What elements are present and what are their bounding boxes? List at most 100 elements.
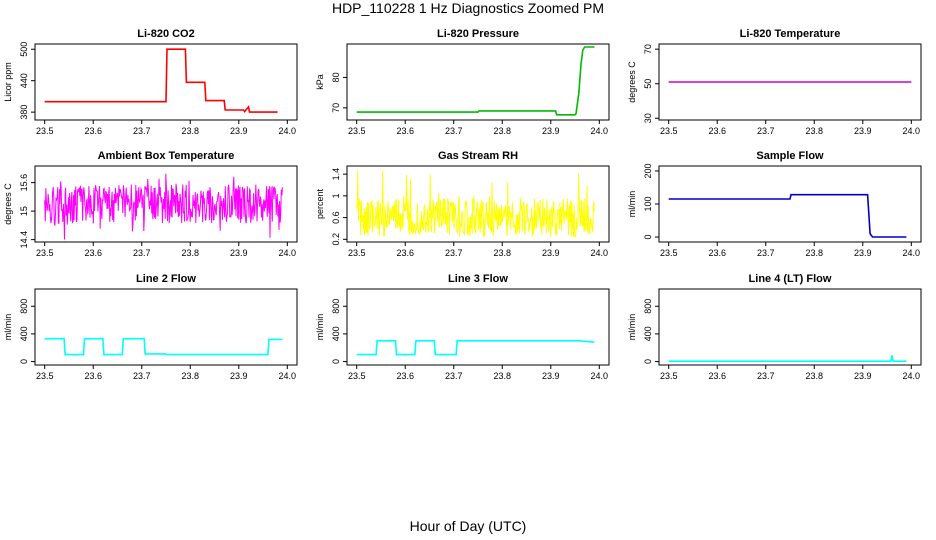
- panel-title-line-4-lt-flow: Line 4 (LT) Flow: [749, 273, 832, 285]
- y-tick-label-line-3-flow: 400: [331, 326, 341, 341]
- x-tick-label-ambient-box-temperature: 23.7: [133, 248, 151, 258]
- y-tick-label-li-820-pressure: 70: [331, 103, 341, 113]
- x-tick-label-sample-flow: 24.0: [903, 248, 921, 258]
- x-tick-label-li-820-temperature: 23.9: [854, 126, 872, 136]
- plot-frame-li-820-co2: [34, 43, 298, 121]
- x-tick-label-ambient-box-temperature: 24.0: [279, 248, 297, 258]
- y-tick-label-li-820-co2: 440: [19, 73, 29, 88]
- series-line-ambient-box-temperature: [44, 173, 283, 240]
- x-tick-label-sample-flow: 23.8: [805, 248, 823, 258]
- x-tick-label-line-2-flow: 23.5: [36, 371, 54, 381]
- x-tick-label-sample-flow: 23.6: [708, 248, 726, 258]
- panel-sample-flow: Sample Flow ml/min 23.5 23.6 23.7 23.8 23.9 24.…: [627, 150, 922, 258]
- y-tick-label-li-820-co2: 380: [19, 105, 29, 120]
- x-tick-label-line-3-flow: 24.0: [591, 371, 609, 381]
- x-tick-label-line-3-flow: 23.9: [542, 371, 560, 381]
- panel-title-li-820-temperature: Li-820 Temperature: [740, 28, 841, 40]
- x-tick-label-line-2-flow: 23.7: [133, 371, 151, 381]
- x-tick-label-li-820-co2: 23.9: [230, 126, 248, 136]
- x-tick-label-gas-stream-rh: 23.5: [348, 248, 366, 258]
- x-tick-label-li-820-temperature: 23.7: [757, 126, 775, 136]
- x-tick-label-line-4-lt-flow: 23.7: [757, 371, 775, 381]
- y-tick-label-gas-stream-rh: 0.6: [331, 211, 341, 224]
- series-line-line-4-lt-flow: [668, 355, 907, 363]
- series-line-li-820-co2: [44, 48, 278, 113]
- y-axis-label-ambient-box-temperature: degrees C: [3, 183, 13, 225]
- y-tick-label-line-3-flow: 0: [331, 359, 341, 364]
- y-tick-label-line-4-lt-flow: 0: [643, 359, 653, 364]
- x-tick-label-li-820-pressure: 23.5: [348, 126, 366, 136]
- panel-title-li-820-co2: Li-820 CO2: [137, 28, 194, 40]
- x-tick-label-gas-stream-rh: 24.0: [591, 248, 609, 258]
- y-tick-label-line-4-lt-flow: 800: [643, 299, 653, 314]
- y-axis-label-gas-stream-rh: percent: [315, 188, 325, 219]
- figure-title: HDP_110228 1 Hz Diagnostics Zoomed PM: [332, 0, 604, 16]
- x-tick-label-li-820-temperature: 23.5: [660, 126, 678, 136]
- panel-ambient-box-temperature: Ambient Box Temperature degrees C 23.5 23.6…: [3, 150, 298, 258]
- x-tick-label-line-4-lt-flow: 23.5: [660, 371, 678, 381]
- x-tick-label-ambient-box-temperature: 23.5: [36, 248, 54, 258]
- y-axis-label-line-4-lt-flow: ml/min: [627, 314, 637, 341]
- x-tick-label-line-2-flow: 23.9: [230, 371, 248, 381]
- y-axis-label-li-820-pressure: kPa: [315, 74, 325, 90]
- panel-gas-stream-rh: Gas Stream RH percent 23.5 23.6 23.7 23.8 23.9…: [315, 150, 610, 258]
- y-tick-label-sample-flow: 100: [643, 196, 653, 211]
- x-tick-label-li-820-pressure: 23.6: [396, 126, 414, 136]
- panel-li-820-pressure: Li-820 Pressure kPa 23.5 23.6 23.7 23.8 23.9 24…: [315, 28, 610, 136]
- x-tick-label-gas-stream-rh: 23.8: [493, 248, 511, 258]
- x-tick-label-gas-stream-rh: 23.9: [542, 248, 560, 258]
- y-tick-label-gas-stream-rh: 0.2: [331, 233, 341, 246]
- y-tick-label-line-3-flow: 800: [331, 299, 341, 314]
- x-tick-label-line-4-lt-flow: 24.0: [903, 371, 921, 381]
- x-tick-label-gas-stream-rh: 23.6: [396, 248, 414, 258]
- x-tick-label-line-2-flow: 24.0: [279, 371, 297, 381]
- y-tick-label-line-2-flow: 0: [19, 359, 29, 364]
- panel-title-line-3-flow: Line 3 Flow: [448, 273, 508, 285]
- plot-frame-ambient-box-temperature: [34, 165, 298, 243]
- x-tick-label-line-3-flow: 23.7: [445, 371, 463, 381]
- y-tick-label-gas-stream-rh: 1: [331, 193, 341, 198]
- plot-frame-line-2-flow: [34, 288, 298, 366]
- y-tick-label-li-820-temperature: 50: [643, 79, 653, 89]
- plot-frame-li-820-temperature: [658, 43, 922, 121]
- x-tick-label-line-4-lt-flow: 23.6: [708, 371, 726, 381]
- y-axis-label-line-3-flow: ml/min: [315, 314, 325, 341]
- x-tick-label-line-2-flow: 23.8: [181, 371, 199, 381]
- y-axis-label-li-820-temperature: degrees C: [627, 61, 637, 103]
- x-tick-label-li-820-co2: 23.6: [84, 126, 102, 136]
- x-tick-label-li-820-co2: 23.8: [181, 126, 199, 136]
- x-tick-label-line-4-lt-flow: 23.9: [854, 371, 872, 381]
- x-tick-label-li-820-pressure: 23.9: [542, 126, 560, 136]
- x-tick-label-sample-flow: 23.7: [757, 248, 775, 258]
- plot-frame-gas-stream-rh: [346, 165, 610, 243]
- y-tick-label-li-820-temperature: 30: [643, 113, 653, 123]
- panel-title-line-2-flow: Line 2 Flow: [136, 273, 196, 285]
- y-tick-label-sample-flow: 200: [643, 163, 653, 178]
- x-tick-label-li-820-temperature: 24.0: [903, 126, 921, 136]
- panel-title-sample-flow: Sample Flow: [756, 150, 824, 162]
- series-line-line-3-flow: [356, 339, 595, 356]
- plot-frame-line-4-lt-flow: [658, 288, 922, 366]
- y-tick-label-line-2-flow: 800: [19, 299, 29, 314]
- x-tick-label-li-820-co2: 23.5: [36, 126, 54, 136]
- x-tick-label-line-2-flow: 23.6: [84, 371, 102, 381]
- x-tick-label-li-820-co2: 24.0: [279, 126, 297, 136]
- y-tick-label-ambient-box-temperature: 14.4: [19, 231, 29, 249]
- x-tick-label-ambient-box-temperature: 23.8: [181, 248, 199, 258]
- series-line-li-820-pressure: [356, 46, 595, 116]
- panel-li-820-temperature: Li-820 Temperature degrees C 23.5 23.6 23.7 2…: [627, 28, 922, 136]
- y-tick-label-line-4-lt-flow: 400: [643, 326, 653, 341]
- series-line-gas-stream-rh: [356, 170, 595, 238]
- y-tick-label-li-820-co2: 500: [19, 42, 29, 57]
- x-tick-label-li-820-pressure: 23.7: [445, 126, 463, 136]
- plot-frame-sample-flow: [658, 165, 922, 243]
- y-tick-label-ambient-box-temperature: 15.6: [19, 174, 29, 192]
- panel-title-gas-stream-rh: Gas Stream RH: [438, 150, 518, 162]
- y-tick-label-gas-stream-rh: 1.4: [331, 168, 341, 181]
- panel-title-ambient-box-temperature: Ambient Box Temperature: [98, 150, 235, 162]
- x-tick-label-gas-stream-rh: 23.7: [445, 248, 463, 258]
- x-tick-label-line-3-flow: 23.6: [396, 371, 414, 381]
- x-tick-label-sample-flow: 23.9: [854, 248, 872, 258]
- panel-line-3-flow: Line 3 Flow ml/min 23.5 23.6 23.7 23.8 23.9 24.…: [315, 273, 610, 381]
- x-tick-label-line-4-lt-flow: 23.8: [805, 371, 823, 381]
